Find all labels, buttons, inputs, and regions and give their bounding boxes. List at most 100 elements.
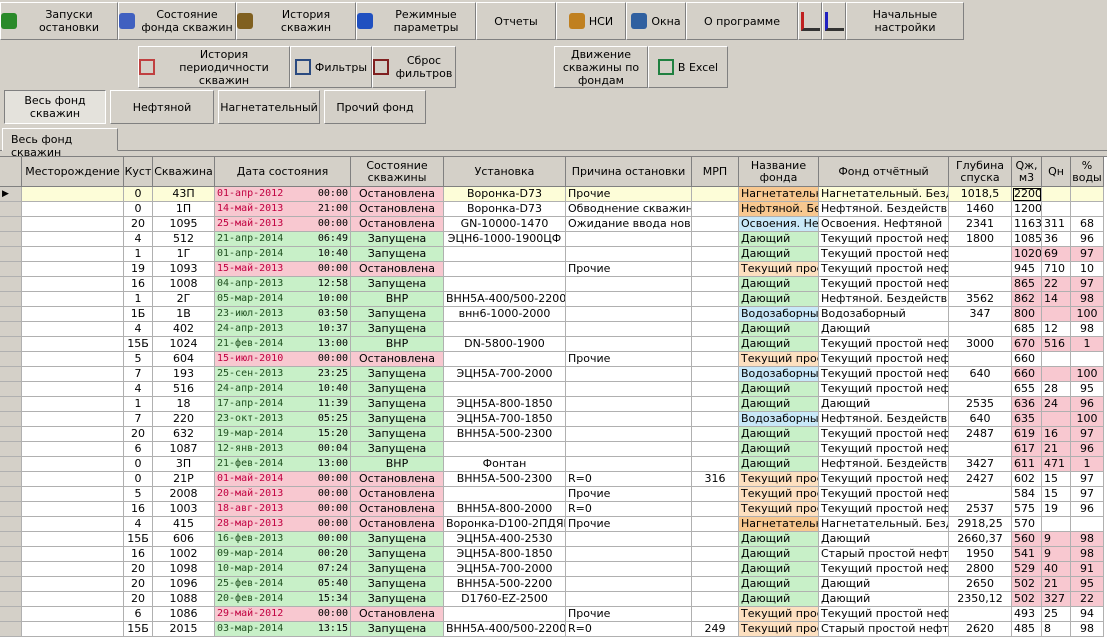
toolbar-button[interactable]: В Excel bbox=[648, 46, 728, 88]
toolbar-button[interactable]: Сброс фильтров bbox=[372, 46, 456, 88]
table-cell bbox=[949, 607, 1012, 622]
column-header: Скважина bbox=[153, 157, 215, 187]
table-cell: Запущена bbox=[351, 562, 444, 577]
row-indicator bbox=[0, 502, 22, 517]
button-label[interactable]: О программе bbox=[704, 14, 780, 28]
column-header: Глубина спуска bbox=[949, 157, 1012, 187]
table-cell: 1Б bbox=[124, 307, 153, 322]
table-cell: 560 bbox=[1012, 532, 1042, 547]
table-cell: 25 bbox=[1042, 607, 1071, 622]
button-label[interactable]: НСИ bbox=[588, 14, 614, 28]
date-text: 25-май-2013 bbox=[217, 218, 284, 229]
fund-tab[interactable]: Нефтяной bbox=[110, 90, 214, 124]
table-cell bbox=[1071, 352, 1104, 367]
table-cell: 2Г bbox=[153, 292, 215, 307]
table-cell: 1087 bbox=[153, 442, 215, 457]
date-text: 01-апр-2012 bbox=[217, 188, 284, 199]
time-text: 21:00 bbox=[317, 203, 348, 214]
table-cell: 710 bbox=[1042, 262, 1071, 277]
table-cell: 1002 bbox=[153, 547, 215, 562]
table-cell: 7 bbox=[124, 412, 153, 427]
table-cell: 20 bbox=[124, 592, 153, 607]
tab-label[interactable]: Весь фонд скважин bbox=[24, 94, 86, 120]
sort-button[interactable] bbox=[798, 2, 822, 40]
tab-label[interactable]: Нагнетательный bbox=[220, 100, 318, 114]
table-cell: Текущий простой нефтя bbox=[819, 562, 949, 577]
table-cell: 2350,12 bbox=[949, 592, 1012, 607]
button-label[interactable]: Начальные настройки bbox=[872, 8, 938, 34]
table-cell: Ожидание ввода новой bbox=[566, 217, 692, 232]
table-cell: Дающий bbox=[739, 292, 819, 307]
toolbar-button[interactable]: Движение скважины по фондам bbox=[554, 46, 648, 88]
toolbar-button[interactable]: Отчеты bbox=[476, 2, 556, 40]
table-cell bbox=[692, 547, 739, 562]
tab-label[interactable]: Прочий фонд bbox=[336, 100, 414, 114]
sort-button[interactable] bbox=[822, 2, 846, 40]
toolbar-button[interactable]: История скважин bbox=[236, 2, 356, 40]
toolbar-button[interactable]: НСИ bbox=[556, 2, 626, 40]
button-label[interactable]: В Excel bbox=[677, 60, 719, 74]
table-cell bbox=[692, 232, 739, 247]
table-cell: 570 bbox=[1012, 517, 1042, 532]
fund-tab[interactable]: Весь фонд скважин bbox=[4, 90, 106, 124]
table-cell: Прочие bbox=[566, 352, 692, 367]
time-text: 13:00 bbox=[317, 458, 348, 469]
button-label[interactable]: Режимные параметры bbox=[393, 8, 459, 34]
button-label[interactable]: Запуски остановки bbox=[38, 8, 100, 34]
table-cell: 0 bbox=[124, 457, 153, 472]
table-cell: 2918,25 bbox=[949, 517, 1012, 532]
toolbar-button[interactable]: Фильтры bbox=[290, 46, 372, 88]
table-cell bbox=[566, 292, 692, 307]
button-label[interactable]: Движение скважины по фондам bbox=[562, 47, 640, 87]
table-cell bbox=[566, 382, 692, 397]
table-cell: 98 bbox=[1071, 622, 1104, 637]
table-cell: 5 bbox=[124, 352, 153, 367]
date-text: 20-фев-2014 bbox=[217, 593, 284, 604]
column-header: Установка bbox=[444, 157, 566, 187]
toolbar-button[interactable]: Начальные настройки bbox=[846, 2, 964, 40]
table-cell: 617 bbox=[1012, 442, 1042, 457]
fund-tab[interactable]: Нагнетательный bbox=[218, 90, 320, 124]
time-text: 03:50 bbox=[317, 308, 348, 319]
row-indicator bbox=[0, 592, 22, 607]
time-text: 23:25 bbox=[317, 368, 348, 379]
table-cell: ЭЦН5А-800-1850 bbox=[444, 397, 566, 412]
table-cell: Запущена bbox=[351, 367, 444, 382]
toolbar-button[interactable]: Состояние фонда скважин bbox=[118, 2, 236, 40]
button-label[interactable]: Отчеты bbox=[494, 14, 538, 28]
table-cell: Освоения. Нефтяной bbox=[819, 217, 949, 232]
toolbar-button[interactable]: История периодичности скважин bbox=[138, 46, 290, 88]
toolbar-button[interactable]: Запуски остановки bbox=[0, 2, 118, 40]
table-cell: 2537 bbox=[949, 502, 1012, 517]
tab-label[interactable]: Нефтяной bbox=[132, 100, 192, 114]
button-label[interactable]: История скважин bbox=[280, 8, 332, 34]
button-label[interactable]: Состояние фонда скважин bbox=[141, 8, 233, 34]
table-cell: Дающий bbox=[739, 547, 819, 562]
table-cell bbox=[444, 247, 566, 262]
table-cell: Дающий bbox=[739, 247, 819, 262]
toolbar-button[interactable]: Режимные параметры bbox=[356, 2, 476, 40]
toolbar-button[interactable]: Окна bbox=[626, 2, 686, 40]
table-cell: 640 bbox=[949, 367, 1012, 382]
table-cell: Прочие bbox=[566, 187, 692, 202]
table-cell: Текущий прост bbox=[739, 622, 819, 637]
button-label[interactable]: История периодичности скважин bbox=[179, 47, 269, 87]
table-cell: Запущена bbox=[351, 592, 444, 607]
date-cell: 01-апр-2012 00:00 bbox=[215, 187, 351, 202]
time-text: 12:58 bbox=[317, 278, 348, 289]
row-indicator bbox=[0, 622, 22, 637]
table-cell: 15Б bbox=[124, 532, 153, 547]
table-cell: 96 bbox=[1071, 397, 1104, 412]
time-text: 05:25 bbox=[317, 413, 348, 424]
table-cell: 22 bbox=[1042, 277, 1071, 292]
date-cell: 03-мар-2014 13:15 bbox=[215, 622, 351, 637]
button-label[interactable]: Сброс фильтров bbox=[395, 54, 453, 80]
fund-tab[interactable]: Прочий фонд bbox=[324, 90, 426, 124]
time-text: 00:00 bbox=[317, 503, 348, 514]
table-cell: Текущий прост bbox=[739, 472, 819, 487]
button-label[interactable]: Фильтры bbox=[314, 60, 368, 74]
tab-strip-tab[interactable]: Весь фонд скважин bbox=[2, 128, 118, 159]
date-text: 01-апр-2014 bbox=[217, 248, 284, 259]
toolbar-button[interactable]: О программе bbox=[686, 2, 798, 40]
button-label[interactable]: Окна bbox=[651, 14, 681, 28]
